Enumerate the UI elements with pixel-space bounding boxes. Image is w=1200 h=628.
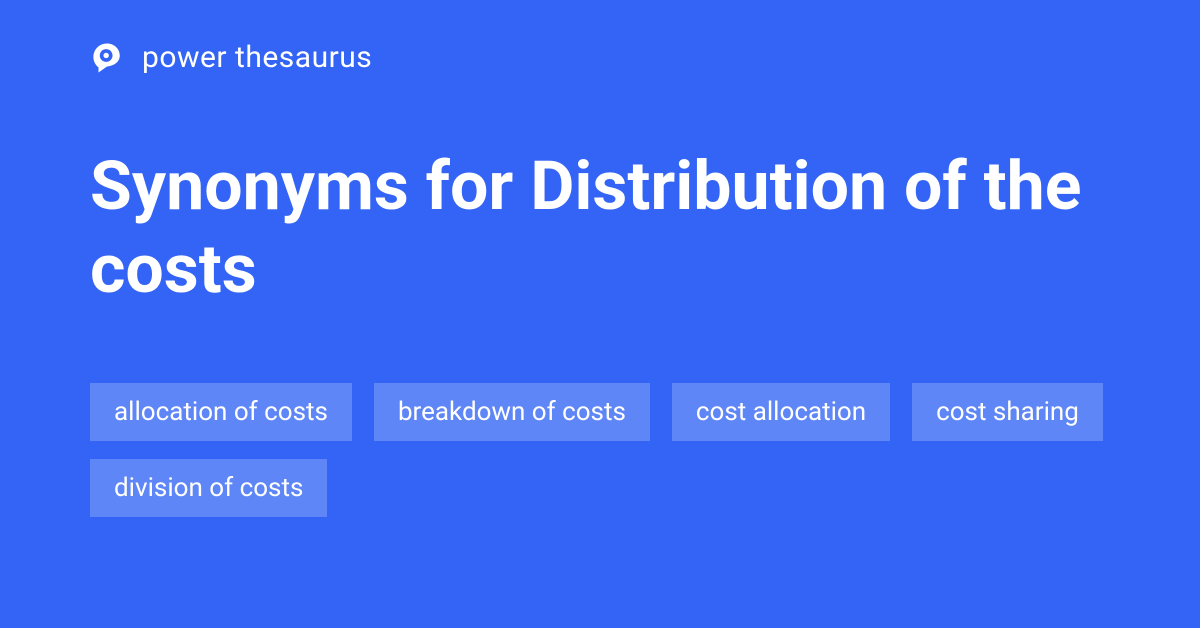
synonym-tag[interactable]: allocation of costs <box>90 383 352 441</box>
brand-name: power thesaurus <box>142 40 372 75</box>
synonym-tag[interactable]: breakdown of costs <box>374 383 650 441</box>
synonym-tags: allocation of costs breakdown of costs c… <box>90 383 1110 517</box>
synonym-tag[interactable]: cost sharing <box>912 383 1103 441</box>
page-title: Synonyms for Distribution of the costs <box>90 145 1090 311</box>
synonym-tag[interactable]: cost allocation <box>672 383 890 441</box>
header: power thesaurus <box>90 40 1110 75</box>
logo-icon <box>90 41 124 75</box>
synonym-tag[interactable]: division of costs <box>90 459 327 517</box>
